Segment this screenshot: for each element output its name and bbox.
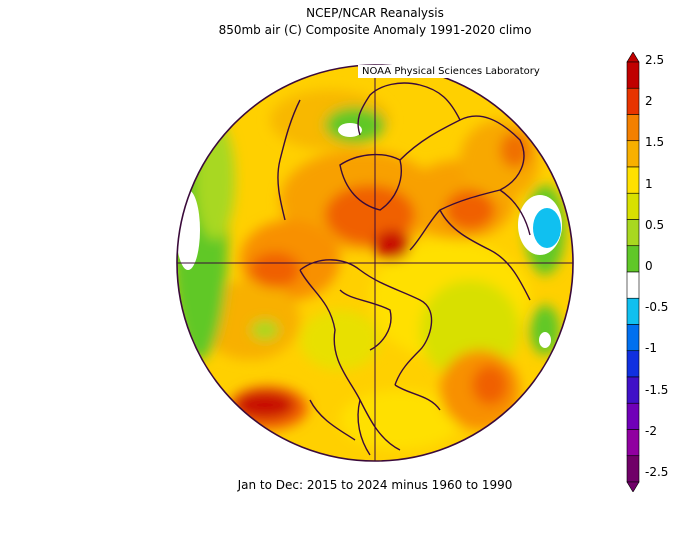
colorbar-tick-label: 2 xyxy=(645,94,653,109)
colorbar-tick-label: 0 xyxy=(645,259,653,273)
colorbar-cell xyxy=(626,402,640,430)
coastlines xyxy=(277,82,531,456)
colorbar-bottom-arrow xyxy=(626,481,640,492)
map-title-line1: NCEP/NCAR Reanalysis xyxy=(306,6,444,20)
colorbar-cell xyxy=(626,429,640,457)
colorbar-cell xyxy=(626,245,640,273)
colorbar-cell xyxy=(626,297,640,325)
colorbar-cell xyxy=(626,192,640,220)
colorbar-tick-label: 2.5 xyxy=(645,53,665,67)
colorbar-cell xyxy=(626,140,640,168)
colorbar-tick-label: -2.5 xyxy=(645,465,669,479)
credit-label: NOAA Physical Sciences Laboratory xyxy=(358,65,544,78)
colorbar-top-arrow xyxy=(626,52,640,63)
colorbar-cell xyxy=(626,61,640,89)
colorbar-cell xyxy=(626,324,640,352)
polar-anomaly-map xyxy=(176,64,574,462)
colorbar-tick-label: -1 xyxy=(645,341,657,356)
colorbar-cell xyxy=(626,166,640,194)
colorbar-tick-label: -0.5 xyxy=(645,300,669,315)
map-subtitle: Jan to Dec: 2015 to 2024 minus 1960 to 1… xyxy=(237,478,513,492)
anomaly-field xyxy=(177,65,573,461)
colorbar-cell xyxy=(626,87,640,115)
colorbar-tick-label: 1.5 xyxy=(645,135,665,150)
colorbar-tick-label: 1 xyxy=(645,176,653,191)
colorbar-cell xyxy=(626,376,640,404)
colorbar-tick-label: -2 xyxy=(645,423,657,438)
colorbar-cell xyxy=(626,114,640,142)
colorbar-tick-label: 0.5 xyxy=(645,217,665,232)
colorbar-cell xyxy=(626,219,640,247)
map-title-line2: 850mb air (C) Composite Anomaly 1991-202… xyxy=(218,23,532,37)
colorbar-tick-label: -1.5 xyxy=(645,382,669,397)
colorbar-cell xyxy=(626,350,640,378)
colorbar xyxy=(626,52,640,492)
colorbar-cell xyxy=(626,271,640,299)
